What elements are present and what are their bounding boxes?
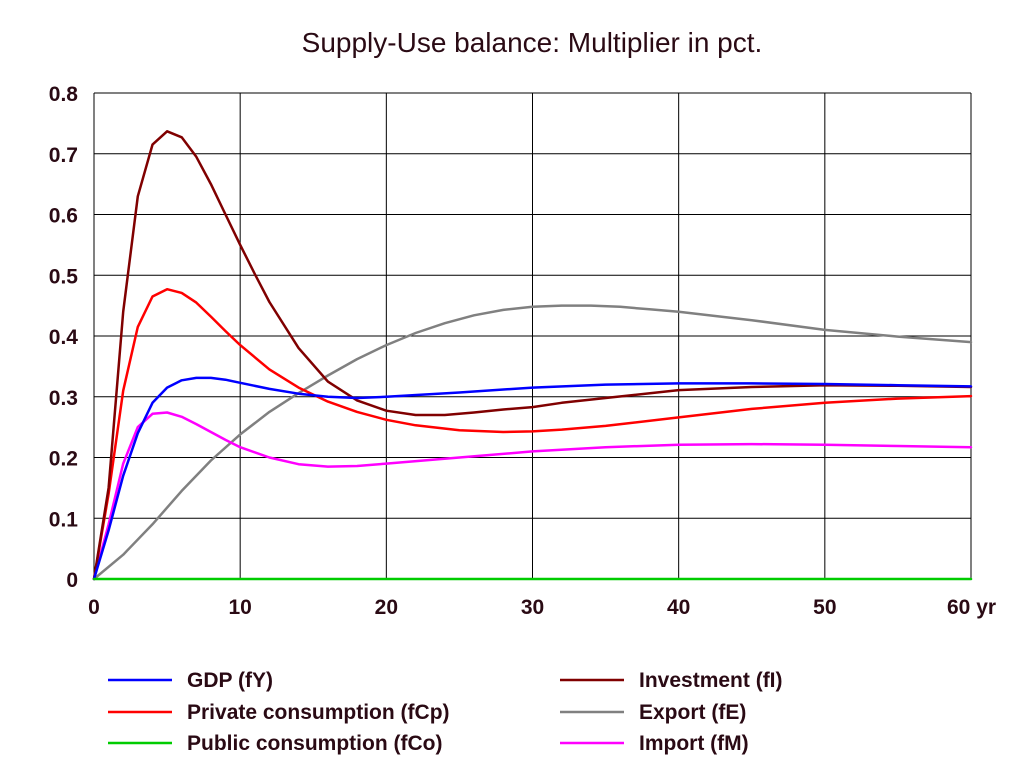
legend-label-gdp-fy: GDP (fY) xyxy=(187,669,273,692)
series-line-gdp-fy xyxy=(92,376,973,581)
plot-area xyxy=(93,92,972,580)
series-line-investment-fi xyxy=(92,130,973,581)
y-tick-label: 0.4 xyxy=(49,326,79,349)
legend-label-export-fe: Export (fE) xyxy=(639,701,746,724)
y-tick-label: 0.2 xyxy=(49,448,78,471)
x-tick-label: 10 xyxy=(228,596,251,619)
legend-label-import-fm: Import (fM) xyxy=(639,732,749,755)
legend-label-investment-fi: Investment (fI) xyxy=(639,669,783,692)
x-axis: 0 10 20 30 40 50 60 yr xyxy=(88,596,996,619)
y-tick-label: 0.3 xyxy=(49,387,78,410)
x-tick-label: 30 xyxy=(521,596,544,619)
x-tick-label: 0 xyxy=(88,596,100,619)
x-tick-label: 60 yr xyxy=(947,596,996,619)
y-tick-label: 0.7 xyxy=(49,144,78,167)
chart-title: Supply-Use balance: Multiplier in pct. xyxy=(302,27,763,58)
y-tick-label: 0.6 xyxy=(49,205,78,228)
y-tick-label: 0.8 xyxy=(49,83,79,106)
legend-label-private-consumption-fcp: Private consumption (fCp) xyxy=(187,701,450,724)
series-line-import-fm xyxy=(92,411,973,581)
y-tick-label: 0 xyxy=(66,569,78,592)
y-axis: 0 0.1 0.2 0.3 0.4 0.5 0.6 0.7 0.8 xyxy=(49,83,79,592)
x-tick-label: 50 xyxy=(813,596,836,619)
y-tick-label: 0.1 xyxy=(49,508,79,531)
x-tick-label: 40 xyxy=(667,596,690,619)
legend-label-public-consumption-fco: Public consumption (fCo) xyxy=(187,732,442,755)
series-line-private-consumption-fcp xyxy=(92,287,973,581)
y-tick-label: 0.5 xyxy=(49,265,79,288)
x-tick-label: 20 xyxy=(375,596,398,619)
series-line-export-fe xyxy=(92,304,973,581)
legend: GDP (fY) Private consumption (fCp) Public … xyxy=(108,669,783,755)
series-layer xyxy=(92,130,973,581)
